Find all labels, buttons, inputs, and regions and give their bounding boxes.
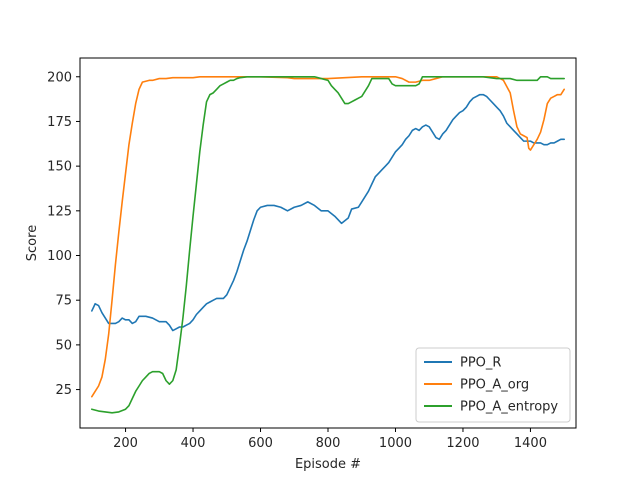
series-line-ppo-a-org: [91, 75, 565, 398]
x-tick-label: 600: [248, 436, 273, 451]
legend-label: PPO_A_entropy: [460, 400, 558, 415]
y-tick-label: 25: [55, 383, 72, 398]
legend-box: [415, 347, 571, 423]
y-tick-label: 125: [47, 204, 72, 219]
x-tick-label: 800: [316, 436, 341, 451]
series-line-ppo-r: [91, 93, 565, 332]
legend: PPO_R PPO_A_org PPO_A_entropy: [415, 347, 571, 423]
x-tick-label: 1400: [514, 436, 547, 451]
x-tick-label: 1200: [446, 436, 479, 451]
x-tick-label: 200: [113, 436, 138, 451]
series-layer: [91, 75, 565, 414]
y-tick-label: 175: [47, 115, 72, 130]
series-line-ppo-a-entropy: [91, 75, 565, 414]
legend-label: PPO_A_org: [460, 378, 529, 393]
y-tick-label: 150: [47, 160, 72, 175]
y-tick-label: 100: [47, 249, 72, 264]
y-axis-label: Score: [25, 225, 40, 261]
y-tick-label: 50: [55, 338, 72, 353]
x-axis-label: Episode #: [295, 457, 361, 472]
x-tick-label: 400: [181, 436, 206, 451]
y-tick-label: 75: [55, 294, 72, 309]
x-tick-label: 1000: [379, 436, 412, 451]
y-tick-label: 200: [47, 70, 72, 85]
legend-label: PPO_R: [460, 356, 501, 371]
x-axis-ticks: 200 400 600 800 1000 1200 1400: [113, 428, 547, 451]
y-axis-ticks: 25 50 75 100 125 150 175 200: [47, 70, 80, 398]
